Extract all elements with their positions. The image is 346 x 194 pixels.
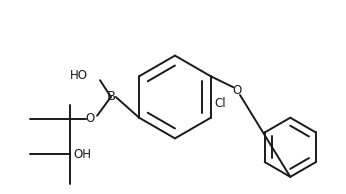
Text: OH: OH	[73, 148, 91, 161]
Text: Cl: Cl	[215, 97, 226, 110]
Text: O: O	[233, 84, 242, 97]
Text: HO: HO	[70, 69, 88, 82]
Text: O: O	[85, 112, 95, 125]
Text: B: B	[106, 90, 116, 104]
